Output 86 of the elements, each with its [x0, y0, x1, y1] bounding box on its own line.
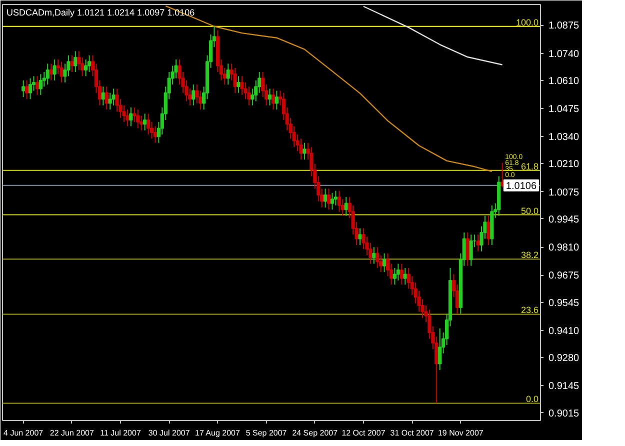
y-tick-label: 0.9280 [548, 353, 580, 364]
candlestick [466, 232, 470, 266]
candlestick [334, 190, 338, 206]
y-tick-label: 0.9810 [548, 242, 580, 254]
candlestick [136, 109, 140, 129]
candlestick [372, 246, 376, 264]
candlestick [74, 50, 78, 73]
candlestick [24, 80, 29, 100]
y-tick-label: 1.0475 [548, 104, 580, 115]
annotation: 50.0 [520, 206, 539, 216]
candlestick [400, 263, 404, 286]
y-tick-label: 0.9015 [548, 408, 580, 420]
candlestick [240, 76, 244, 96]
candlestick [326, 188, 331, 210]
candlestick [476, 234, 480, 252]
candlestick [153, 126, 158, 144]
candlestick [49, 63, 53, 81]
y-tick-label: 1.0075 [548, 187, 580, 198]
y-tick-label: 1.0340 [548, 132, 580, 144]
candlestick [38, 74, 42, 96]
annotation: 23.6 [520, 305, 539, 316]
candlestick [101, 86, 105, 106]
x-tick-label: 30 Jul 2007 [148, 428, 190, 438]
y-tick-label: 1.0740 [548, 48, 580, 60]
y-tick-label: 0.9410 [548, 326, 580, 337]
candlestick [299, 138, 303, 160]
annotation: 100.0 [516, 17, 539, 28]
x-tick-label: 19 Nov 2007 [438, 428, 484, 438]
candlestick [146, 113, 150, 136]
y-tick-label: 1.0210 [548, 159, 580, 170]
annotation: 38.2 [520, 250, 539, 260]
x-tick-label: 31 Oct 2007 [390, 428, 434, 438]
candlestick [438, 328, 442, 371]
candlestick [344, 196, 348, 216]
line-series [165, 5, 493, 172]
candlestick [84, 59, 88, 77]
candlestick [22, 80, 26, 98]
candlestick [52, 59, 56, 81]
candlestick [104, 86, 108, 110]
candlestick [302, 142, 306, 160]
y-tick-label: 0.9945 [548, 214, 580, 226]
candlestick [70, 54, 74, 73]
x-tick-label: 4 Jun 2007 [4, 428, 44, 438]
candlestick [35, 76, 40, 96]
candlestick [324, 188, 328, 208]
y-tick-label: 1.0875 [548, 20, 580, 32]
candlestick [126, 109, 130, 127]
candlestick [192, 84, 196, 106]
x-tick-label: 22 Jun 2007 [50, 428, 94, 438]
candlestick [403, 267, 407, 286]
candlestick [337, 190, 341, 212]
line-series [362, 6, 503, 66]
candlestick [60, 61, 64, 83]
annotation: 61.8 [520, 161, 539, 172]
candlestick [236, 76, 240, 94]
x-tick-label: 5 Sep 2007 [246, 428, 288, 438]
x-tick-label: 24 Sep 2007 [292, 428, 338, 438]
ref-line-label: 1.0106 [506, 180, 537, 192]
annotation: 0.0 [526, 394, 539, 404]
candlestick [358, 228, 362, 246]
y-tick-label: 0.9545 [548, 298, 580, 309]
candlestick [46, 63, 50, 86]
candlestick [28, 78, 32, 100]
candlestick [392, 267, 397, 286]
candlestick [108, 92, 112, 110]
candlestick [330, 192, 334, 210]
candlestick [486, 215, 490, 246]
candlestick [382, 252, 386, 273]
y-tick-label: 0.9145 [548, 381, 580, 392]
candlestick [87, 54, 92, 73]
candlestick [396, 263, 400, 281]
candlestick [274, 90, 279, 110]
y-tick-label: 0.9675 [548, 270, 580, 282]
x-tick-label: 11 Jul 2007 [100, 428, 142, 438]
x-tick-label: 12 Oct 2007 [342, 428, 386, 438]
candlestick [376, 246, 380, 268]
candlestick [233, 67, 237, 94]
candlestick [271, 88, 276, 110]
candlestick [268, 88, 272, 106]
x-tick-label: 17 Aug 2007 [195, 428, 240, 438]
candlestick [247, 86, 251, 106]
candlestick [226, 63, 230, 86]
candlestick [143, 113, 147, 131]
candlestick [129, 106, 133, 127]
candlestick [469, 234, 473, 266]
y-tick-label: 1.0610 [548, 76, 580, 87]
